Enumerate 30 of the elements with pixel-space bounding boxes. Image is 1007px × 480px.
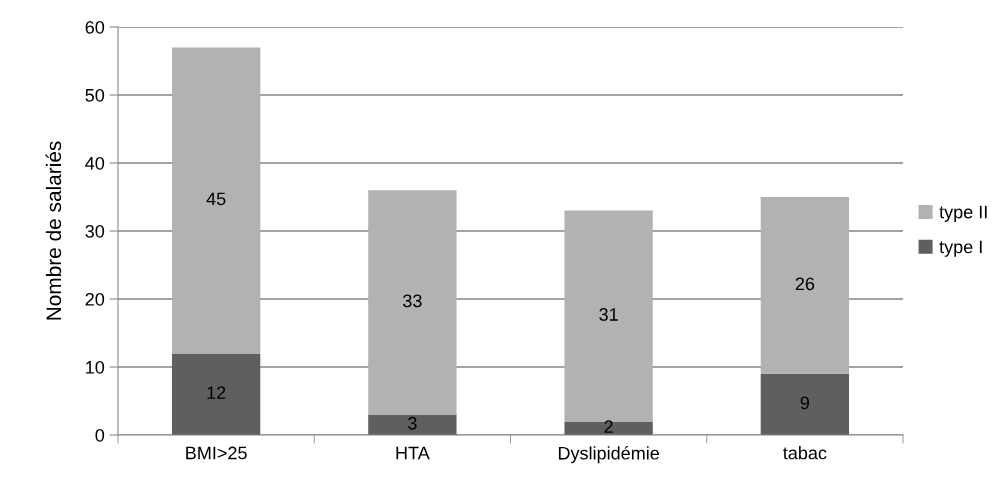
- bar: [171, 47, 261, 354]
- x-tick-label: Dyslipidémie: [558, 446, 659, 464]
- bar: [760, 197, 850, 374]
- data-label: 31: [599, 308, 618, 321]
- data-label: 12: [207, 386, 226, 399]
- y-tick-label: 10: [86, 360, 105, 374]
- bar: [564, 210, 653, 422]
- legend-label: type I: [939, 240, 982, 257]
- bar: [368, 414, 457, 435]
- data-label: 33: [403, 294, 422, 308]
- data-label: 26: [795, 277, 815, 291]
- x-tick-label: tabac: [783, 446, 827, 460]
- y-tick-label: 30: [85, 224, 105, 238]
- bar: [171, 353, 261, 435]
- y-tick-label: 20: [85, 292, 105, 306]
- y-tick-label: 50: [85, 88, 105, 102]
- legend-label: type II: [939, 205, 987, 222]
- data-label: 9: [800, 396, 810, 410]
- y-tick-label: 0: [95, 428, 105, 442]
- x-tick-label: BMI>25: [186, 446, 247, 460]
- data-label: 2: [604, 420, 613, 433]
- data-label: 45: [206, 192, 226, 206]
- y-axis-title: Nombre de salariés: [45, 141, 62, 320]
- bar: [760, 373, 850, 435]
- y-tick-label: 60: [85, 20, 105, 34]
- data-label: 3: [408, 416, 417, 430]
- bar: [564, 421, 653, 435]
- bar: [368, 190, 457, 415]
- y-tick-label: 40: [85, 156, 105, 170]
- x-tick-label: HTA: [396, 446, 430, 460]
